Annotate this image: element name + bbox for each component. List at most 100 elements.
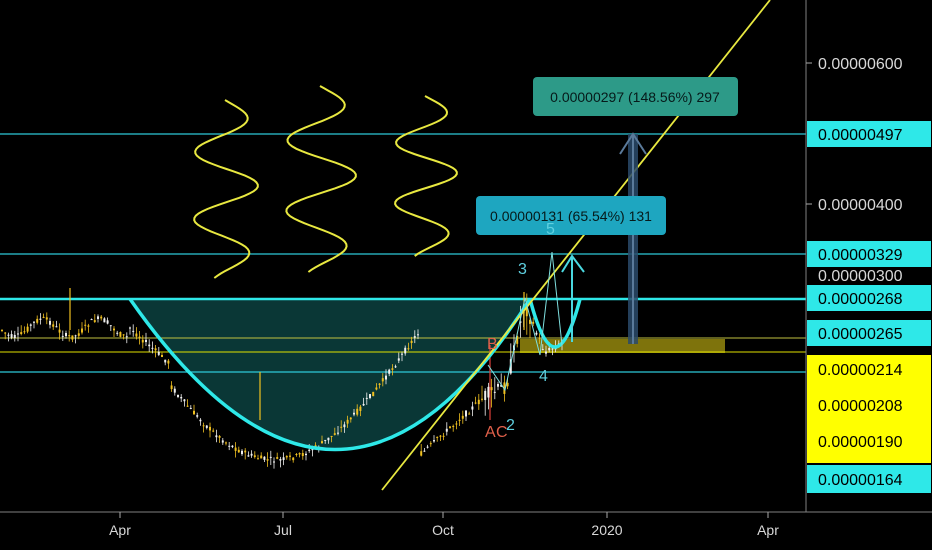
candle-body (407, 348, 410, 350)
candle-body (308, 449, 311, 451)
wave-label-3: 3 (518, 261, 527, 278)
steam-spirals (193, 85, 458, 279)
candle-body (71, 335, 74, 340)
candle-body (177, 395, 179, 397)
candle-body (481, 398, 483, 400)
candle-body (164, 359, 167, 363)
candle-body (125, 336, 128, 338)
price-axis: 0.00000600 0.00000400 0.00000300 0.00000… (805, 0, 932, 550)
steam-spiral (285, 85, 357, 273)
candle-body (474, 402, 477, 404)
candle-body (330, 435, 333, 437)
candle-body (490, 387, 493, 391)
wave-label-4: 4 (539, 368, 548, 385)
candle-body (410, 340, 413, 344)
candle-body (148, 344, 151, 347)
candle-body (327, 437, 330, 441)
candle-body (538, 337, 541, 339)
candle-body (365, 397, 368, 399)
candle-body (381, 378, 384, 382)
projection-arrow (619, 132, 647, 344)
candle-body (349, 417, 352, 420)
candle-body (279, 459, 282, 461)
candle-body (442, 435, 445, 437)
measure-box-65: 0.00000131 (65.54%) 131 (476, 196, 666, 235)
candle-body (234, 447, 237, 451)
candle-body (276, 457, 279, 459)
candle-body (340, 426, 343, 428)
candle-body (397, 358, 400, 361)
candle-body (39, 318, 42, 320)
candle-body (436, 436, 439, 438)
candle-body (13, 334, 16, 339)
price-badge-label: 0.00000208 (818, 398, 903, 415)
candle-body (343, 424, 346, 428)
candle-body (52, 324, 55, 327)
candle-body (196, 415, 199, 417)
candle-body (359, 406, 362, 411)
candle-body (529, 319, 531, 324)
price-badge-497: 0.00000497 (807, 121, 931, 147)
candle-body (301, 453, 304, 457)
candle-body (401, 353, 403, 355)
y-tick-label-300-faded: 0.00000300 (818, 268, 903, 285)
candle-body (548, 347, 551, 351)
candle-body (321, 441, 323, 444)
candle-body (449, 426, 451, 428)
handle-curve (528, 298, 582, 349)
candle-body (282, 457, 285, 461)
candle-body (189, 407, 192, 409)
candle-body (193, 410, 195, 415)
candle-body (68, 335, 71, 337)
handle-arrow (561, 254, 585, 342)
candle-body (500, 384, 503, 387)
candle-body (129, 327, 131, 329)
candle-body (372, 391, 375, 397)
x-tick-label: Oct (432, 522, 454, 538)
candle-body (417, 334, 419, 336)
candle-body (4, 332, 7, 334)
candle-body (225, 442, 227, 444)
candle-body (439, 435, 442, 437)
candle-body (535, 332, 538, 335)
candle-body (170, 385, 173, 390)
candle-body (356, 408, 359, 415)
candle-body (487, 386, 490, 398)
candle-body (113, 328, 115, 331)
wave-path (487, 251, 563, 392)
candle-body (145, 339, 147, 343)
candle-body (433, 440, 435, 442)
candle-body (49, 320, 51, 325)
candle-body (231, 445, 234, 448)
x-tick-label: 2020 (591, 522, 622, 538)
candle-body (154, 348, 157, 351)
candle-body (45, 317, 48, 320)
candle-body (103, 318, 106, 323)
candle-body (385, 375, 387, 380)
candle-body (493, 391, 496, 393)
candle-body (167, 360, 170, 364)
candle-body (93, 320, 96, 322)
candle-body (420, 451, 423, 456)
price-badge-label: 0.00000329 (818, 247, 903, 264)
candle-body (445, 428, 448, 432)
price-badge-265: 0.00000265 (807, 320, 931, 346)
steam-spiral (394, 95, 458, 257)
price-badge-214: 0.00000214 (807, 355, 931, 383)
candle-body (199, 419, 202, 422)
price-badge-190: 0.00000190 (807, 427, 931, 463)
candle-body (458, 419, 461, 421)
wave-label-2: 2 (506, 417, 515, 434)
candle-body (116, 332, 119, 334)
candle-body (353, 412, 355, 415)
candle-body (10, 334, 13, 338)
price-badge-164: 0.00000164 (807, 465, 931, 493)
candle-body (247, 455, 250, 457)
candle-body (1, 329, 3, 331)
price-badge-label: 0.00000265 (818, 326, 903, 343)
candle-body (253, 455, 256, 458)
candle-body (65, 332, 67, 337)
candle-body (260, 455, 263, 459)
candle-body (7, 334, 10, 336)
